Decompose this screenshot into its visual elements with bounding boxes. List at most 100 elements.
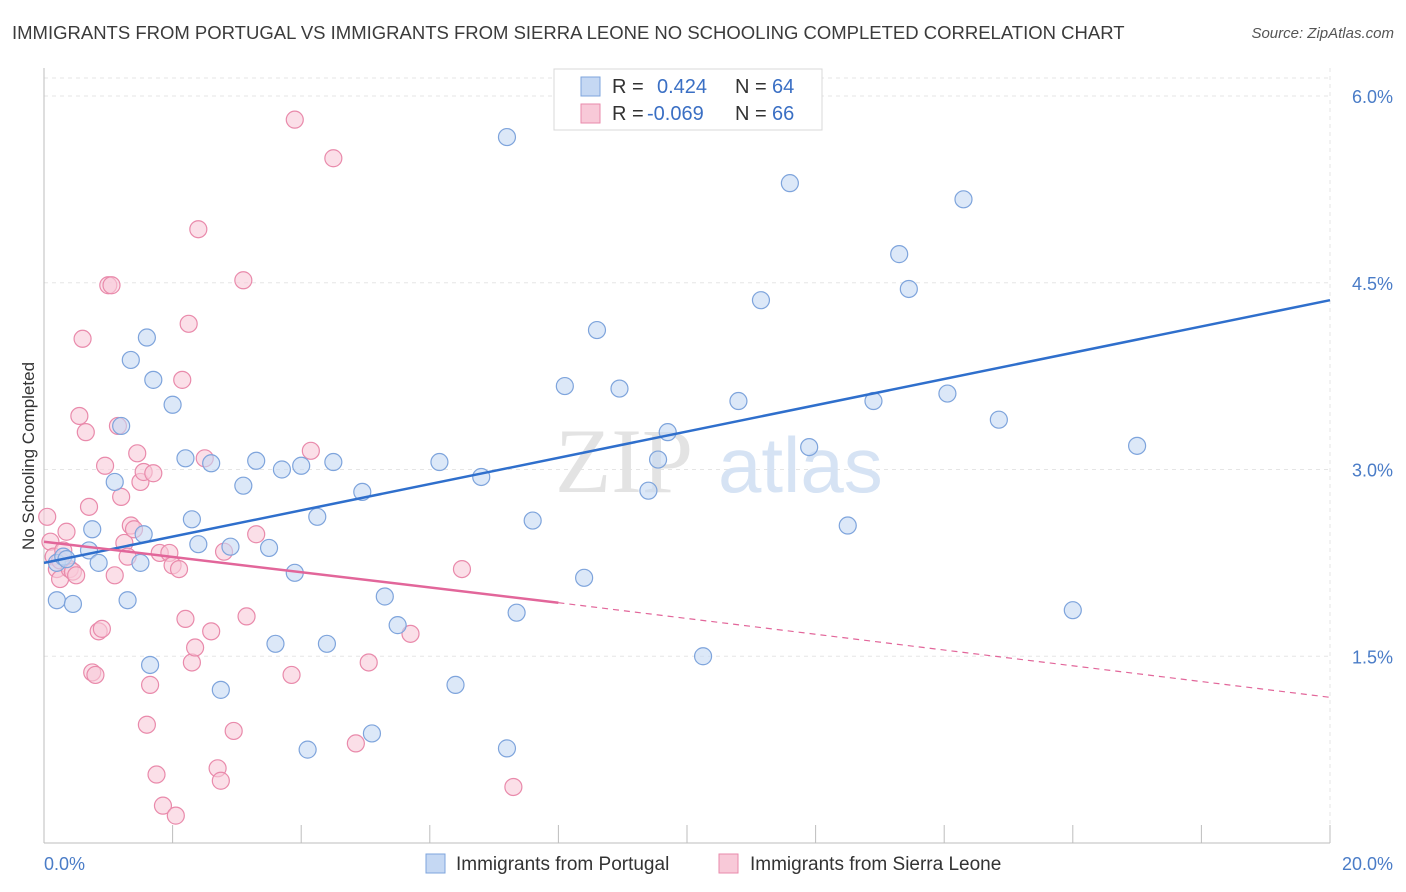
data-point-portugal [587, 320, 607, 340]
data-point-portugal [446, 675, 465, 694]
data-point-portugal [729, 391, 748, 411]
tick-labels: 1.5% 3.0% 4.5% 6.0% 0.0% 20.0% [44, 87, 1393, 874]
data-point-sierra-leone [359, 653, 378, 672]
legend-label-sierra-leone: Immigrants from Sierra Leone [750, 854, 1001, 875]
trend-line-portugal [43, 298, 1331, 565]
data-point-sierra-leone [137, 715, 156, 734]
data-point-sierra-leone [189, 220, 208, 239]
data-point-portugal [838, 516, 857, 535]
data-point-sierra-leone [237, 607, 256, 626]
data-point-portugal [163, 395, 182, 414]
y-tick-label: 1.5% [1352, 647, 1393, 667]
legend-n-label: N = [735, 103, 767, 125]
legend-r-label: R = [612, 103, 644, 125]
chart-title: IMMIGRANTS FROM PORTUGAL VS IMMIGRANTS F… [12, 22, 1125, 43]
data-point-portugal [259, 538, 279, 558]
data-point-portugal [144, 370, 163, 389]
data-point-portugal [497, 739, 517, 758]
data-point-portugal [648, 450, 668, 469]
data-point-sierra-leone [102, 276, 121, 295]
series-portugal-points [47, 127, 1147, 759]
data-point-sierra-leone [452, 559, 472, 579]
data-point-portugal [317, 634, 337, 653]
data-point-portugal [247, 451, 266, 470]
data-point-sierra-leone [401, 624, 420, 643]
data-point-sierra-leone [179, 314, 198, 333]
series-legend: Immigrants from Portugal Immigrants from… [425, 853, 1001, 875]
legend-r-label: R = [612, 76, 644, 98]
legend-swatch-blue [580, 76, 601, 97]
data-point-sierra-leone [169, 559, 189, 579]
data-point-sierra-leone [346, 734, 365, 753]
data-point-portugal [105, 472, 124, 492]
data-point-portugal [575, 568, 594, 587]
correlation-legend: R = 0.424 N = 64 R = -0.069 N = 66 [553, 68, 823, 131]
legend-swatch-portugal [425, 853, 446, 874]
watermark-atlas: atlas [718, 421, 883, 509]
data-point-sierra-leone [247, 525, 266, 544]
legend-label-portugal: Immigrants from Portugal [456, 854, 669, 875]
data-point-sierra-leone [73, 329, 92, 348]
data-point-sierra-leone [112, 487, 131, 506]
data-point-portugal [292, 456, 311, 475]
data-point-portugal [308, 507, 327, 526]
data-point-sierra-leone [285, 110, 304, 129]
trend-lines [43, 298, 1331, 698]
legend-n-value: 66 [772, 103, 794, 125]
axes [43, 68, 1331, 844]
data-point-portugal [899, 279, 918, 299]
data-point-portugal [639, 481, 658, 500]
data-point-portugal [388, 616, 407, 635]
data-point-sierra-leone [76, 423, 95, 442]
data-point-sierra-leone [147, 765, 166, 784]
source-credit: Source: ZipAtlas.com [1251, 25, 1394, 42]
trend-line-sierra-leone [43, 540, 559, 604]
data-point-sierra-leone [202, 622, 221, 641]
data-point-portugal [121, 350, 140, 370]
legend-swatch-sierra-leone [718, 853, 739, 874]
data-point-sierra-leone [211, 771, 230, 790]
data-point-portugal [140, 655, 160, 675]
data-point-portugal [211, 680, 230, 699]
data-point-sierra-leone [144, 464, 163, 483]
data-point-portugal [555, 376, 574, 396]
data-point-sierra-leone [86, 665, 105, 685]
data-point-portugal [176, 449, 195, 468]
data-point-sierra-leone [173, 370, 192, 389]
legend-r-value: 0.424 [657, 76, 707, 98]
watermark: ZIP atlas [555, 410, 883, 512]
data-point-portugal [112, 416, 131, 436]
data-point-portugal [118, 591, 137, 610]
data-point-sierra-leone [186, 638, 205, 657]
data-point-portugal [1127, 436, 1147, 455]
data-point-portugal [131, 553, 150, 572]
data-point-portugal [202, 454, 221, 473]
data-point-portugal [375, 587, 394, 606]
data-point-sierra-leone [79, 497, 99, 516]
x-tick-label: 0.0% [44, 854, 85, 874]
data-point-sierra-leone [324, 149, 343, 168]
data-point-sierra-leone [128, 444, 147, 463]
data-point-portugal [954, 190, 973, 209]
data-point-sierra-leone [95, 456, 115, 475]
trend-line-sierra-leone-extension [558, 602, 1331, 698]
data-point-portugal [523, 511, 542, 530]
data-point-sierra-leone [166, 806, 185, 825]
legend-n-label: N = [735, 76, 767, 98]
data-point-portugal [189, 535, 208, 554]
data-point-portugal [47, 591, 66, 610]
data-point-sierra-leone [67, 566, 86, 585]
data-point-sierra-leone [301, 441, 320, 460]
data-point-portugal [938, 384, 957, 403]
data-point-portugal [1063, 601, 1082, 620]
y-axis-label: No Schooling Completed [19, 362, 38, 550]
data-point-portugal [800, 437, 819, 457]
data-point-portugal [63, 594, 83, 614]
data-point-portugal [298, 740, 317, 759]
y-tick-label: 4.5% [1352, 274, 1393, 294]
data-point-sierra-leone [282, 665, 301, 685]
data-point-sierra-leone [176, 609, 195, 629]
data-point-portugal [234, 476, 253, 495]
data-point-portugal [83, 520, 102, 539]
data-point-sierra-leone [182, 653, 201, 672]
